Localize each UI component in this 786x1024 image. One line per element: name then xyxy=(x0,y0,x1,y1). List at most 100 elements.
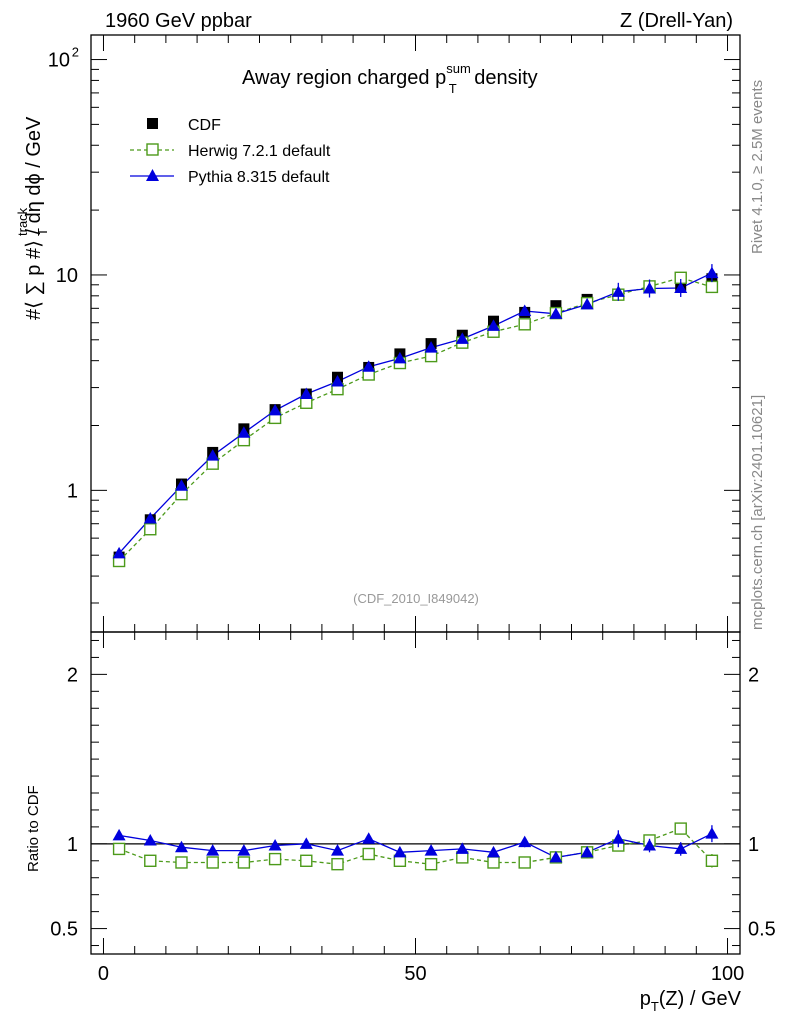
mcplots-credit: mcplots.cern.ch [arXiv:2401.10621] xyxy=(749,395,766,630)
pythia-point xyxy=(611,285,625,297)
herwig-ratio-point xyxy=(705,854,719,867)
herwig-ratio-point xyxy=(674,822,687,835)
pythia-ratio-point xyxy=(268,839,282,851)
header-left: 1960 GeV ppbar xyxy=(105,10,252,32)
pythia-ratio-point xyxy=(455,842,469,854)
pythia-point xyxy=(487,319,501,331)
y-axis-label-text: #⟨ ∑ p #⟩ / dη dϕ / GeV xyxy=(23,116,45,320)
pythia-point xyxy=(393,351,407,364)
rivet-version: Rivet 4.1.0, ≥ 2.5M events xyxy=(749,80,766,254)
legend-herwig-label: Herwig 7.2.1 default xyxy=(188,143,331,160)
pythia-point xyxy=(268,403,282,416)
herwig-point xyxy=(518,318,531,331)
pythia-point xyxy=(174,479,188,491)
herwig-ratio-point xyxy=(362,847,375,861)
cdf-point xyxy=(550,300,562,312)
herwig-ratio-point xyxy=(518,856,531,869)
pythia-point xyxy=(455,332,469,344)
title-prefix: Away region charged p xyxy=(242,67,446,89)
herwig-ratio-point xyxy=(206,856,219,869)
pythia-ratio-point xyxy=(112,828,126,841)
pythia-ratio-point xyxy=(299,837,313,849)
ratio-data-layer xyxy=(112,822,719,871)
y-tick-label: 10 xyxy=(56,265,78,287)
y-axis-label-sub: T xyxy=(35,228,50,236)
herwig-point xyxy=(144,523,157,536)
pythia-point xyxy=(424,341,438,353)
pythia-ratio-point xyxy=(393,845,407,858)
herwig-ratio-point xyxy=(112,842,126,856)
pythia-point xyxy=(112,546,126,559)
pythia-point xyxy=(518,304,532,317)
pythia-ratio-point xyxy=(674,842,688,854)
herwig-ratio-point xyxy=(300,854,313,867)
pythia-ratio-point xyxy=(643,839,657,851)
herwig-ratio-point xyxy=(237,856,251,869)
pythia-point xyxy=(237,426,251,438)
x-tick-label: 100 xyxy=(711,963,744,985)
pythia-ratio-point xyxy=(549,850,563,863)
herwig-ratio-point xyxy=(424,857,438,871)
pythia-ratio-point xyxy=(705,827,719,839)
y-axis-label: #⟨ ∑ p #⟩ / dη dϕ / GeV xyxy=(23,116,45,320)
pythia-ratio-point xyxy=(362,832,376,844)
legend-pythia-label: Pythia 8.315 default xyxy=(188,169,330,186)
ratio-y-axis-label: Ratio to CDF xyxy=(25,785,42,872)
y-tick-label: 1 xyxy=(67,480,78,502)
pythia-ratio-point xyxy=(237,844,251,856)
ratio-y-tick-label-right: 0.5 xyxy=(748,919,776,941)
ratio-y-tick-label-right: 1 xyxy=(748,834,759,856)
pythia-point xyxy=(580,297,594,310)
ratio-y-tick-label-right: 2 xyxy=(748,664,759,686)
pythia-point xyxy=(643,282,657,294)
legend-herwig-marker xyxy=(146,143,159,156)
pythia-point xyxy=(206,449,220,461)
herwig-ratio-point xyxy=(268,852,282,866)
header-right: Z (Drell-Yan) xyxy=(620,10,733,32)
pythia-point xyxy=(674,281,688,293)
y-tick-label-exp: 2 xyxy=(72,45,79,60)
pythia-point xyxy=(330,375,344,387)
title-sub: T xyxy=(449,81,457,96)
ratio-y-tick-label: 2 xyxy=(67,664,78,686)
chart-title: Away region charged psum T density xyxy=(242,61,538,96)
ratio-y-tick-label: 0.5 xyxy=(50,919,78,941)
pythia-ratio-point xyxy=(518,835,532,848)
pythia-ratio-point xyxy=(143,833,157,846)
ratio-frame xyxy=(90,631,741,955)
pythia-line xyxy=(118,272,713,554)
pythia-point xyxy=(143,512,157,524)
y-axis-label-sup: track xyxy=(15,207,30,236)
pythia-ratio-point xyxy=(580,845,594,858)
title-sup: sum xyxy=(446,61,471,76)
legend: CDF Herwig 7.2.1 default Pythia 8.315 de… xyxy=(130,117,331,186)
herwig-ratio-point xyxy=(487,856,500,869)
ratio-y-tick-label: 1 xyxy=(67,834,78,856)
title-suffix: density xyxy=(469,67,538,89)
herwig-line xyxy=(118,277,713,562)
pythia-ratio-point xyxy=(206,844,220,856)
x-axis-label: pT(Z) / GeV xyxy=(640,988,742,1014)
pythia-ratio-point xyxy=(330,844,344,856)
legend-cdf-label: CDF xyxy=(188,117,221,134)
legend-cdf-marker xyxy=(147,118,158,129)
y-tick-label: 10 xyxy=(48,50,70,72)
x-tick-label: 0 xyxy=(98,963,109,985)
pythia-point xyxy=(549,307,563,319)
analysis-id: (CDF_2010_I849042) xyxy=(353,591,479,606)
pythia-point xyxy=(362,360,376,372)
herwig-point xyxy=(705,280,719,294)
herwig-ratio-point xyxy=(175,856,188,869)
pythia-ratio-point xyxy=(174,840,188,853)
herwig-ratio-point xyxy=(144,854,157,867)
pythia-point xyxy=(299,387,313,400)
x-tick-label: 50 xyxy=(404,963,426,985)
pythia-ratio-point xyxy=(611,832,625,844)
pythia-ratio-point xyxy=(487,845,501,858)
herwig-ratio-point xyxy=(331,857,344,871)
main-data-layer xyxy=(112,264,719,568)
pythia-ratio-point xyxy=(424,844,438,856)
